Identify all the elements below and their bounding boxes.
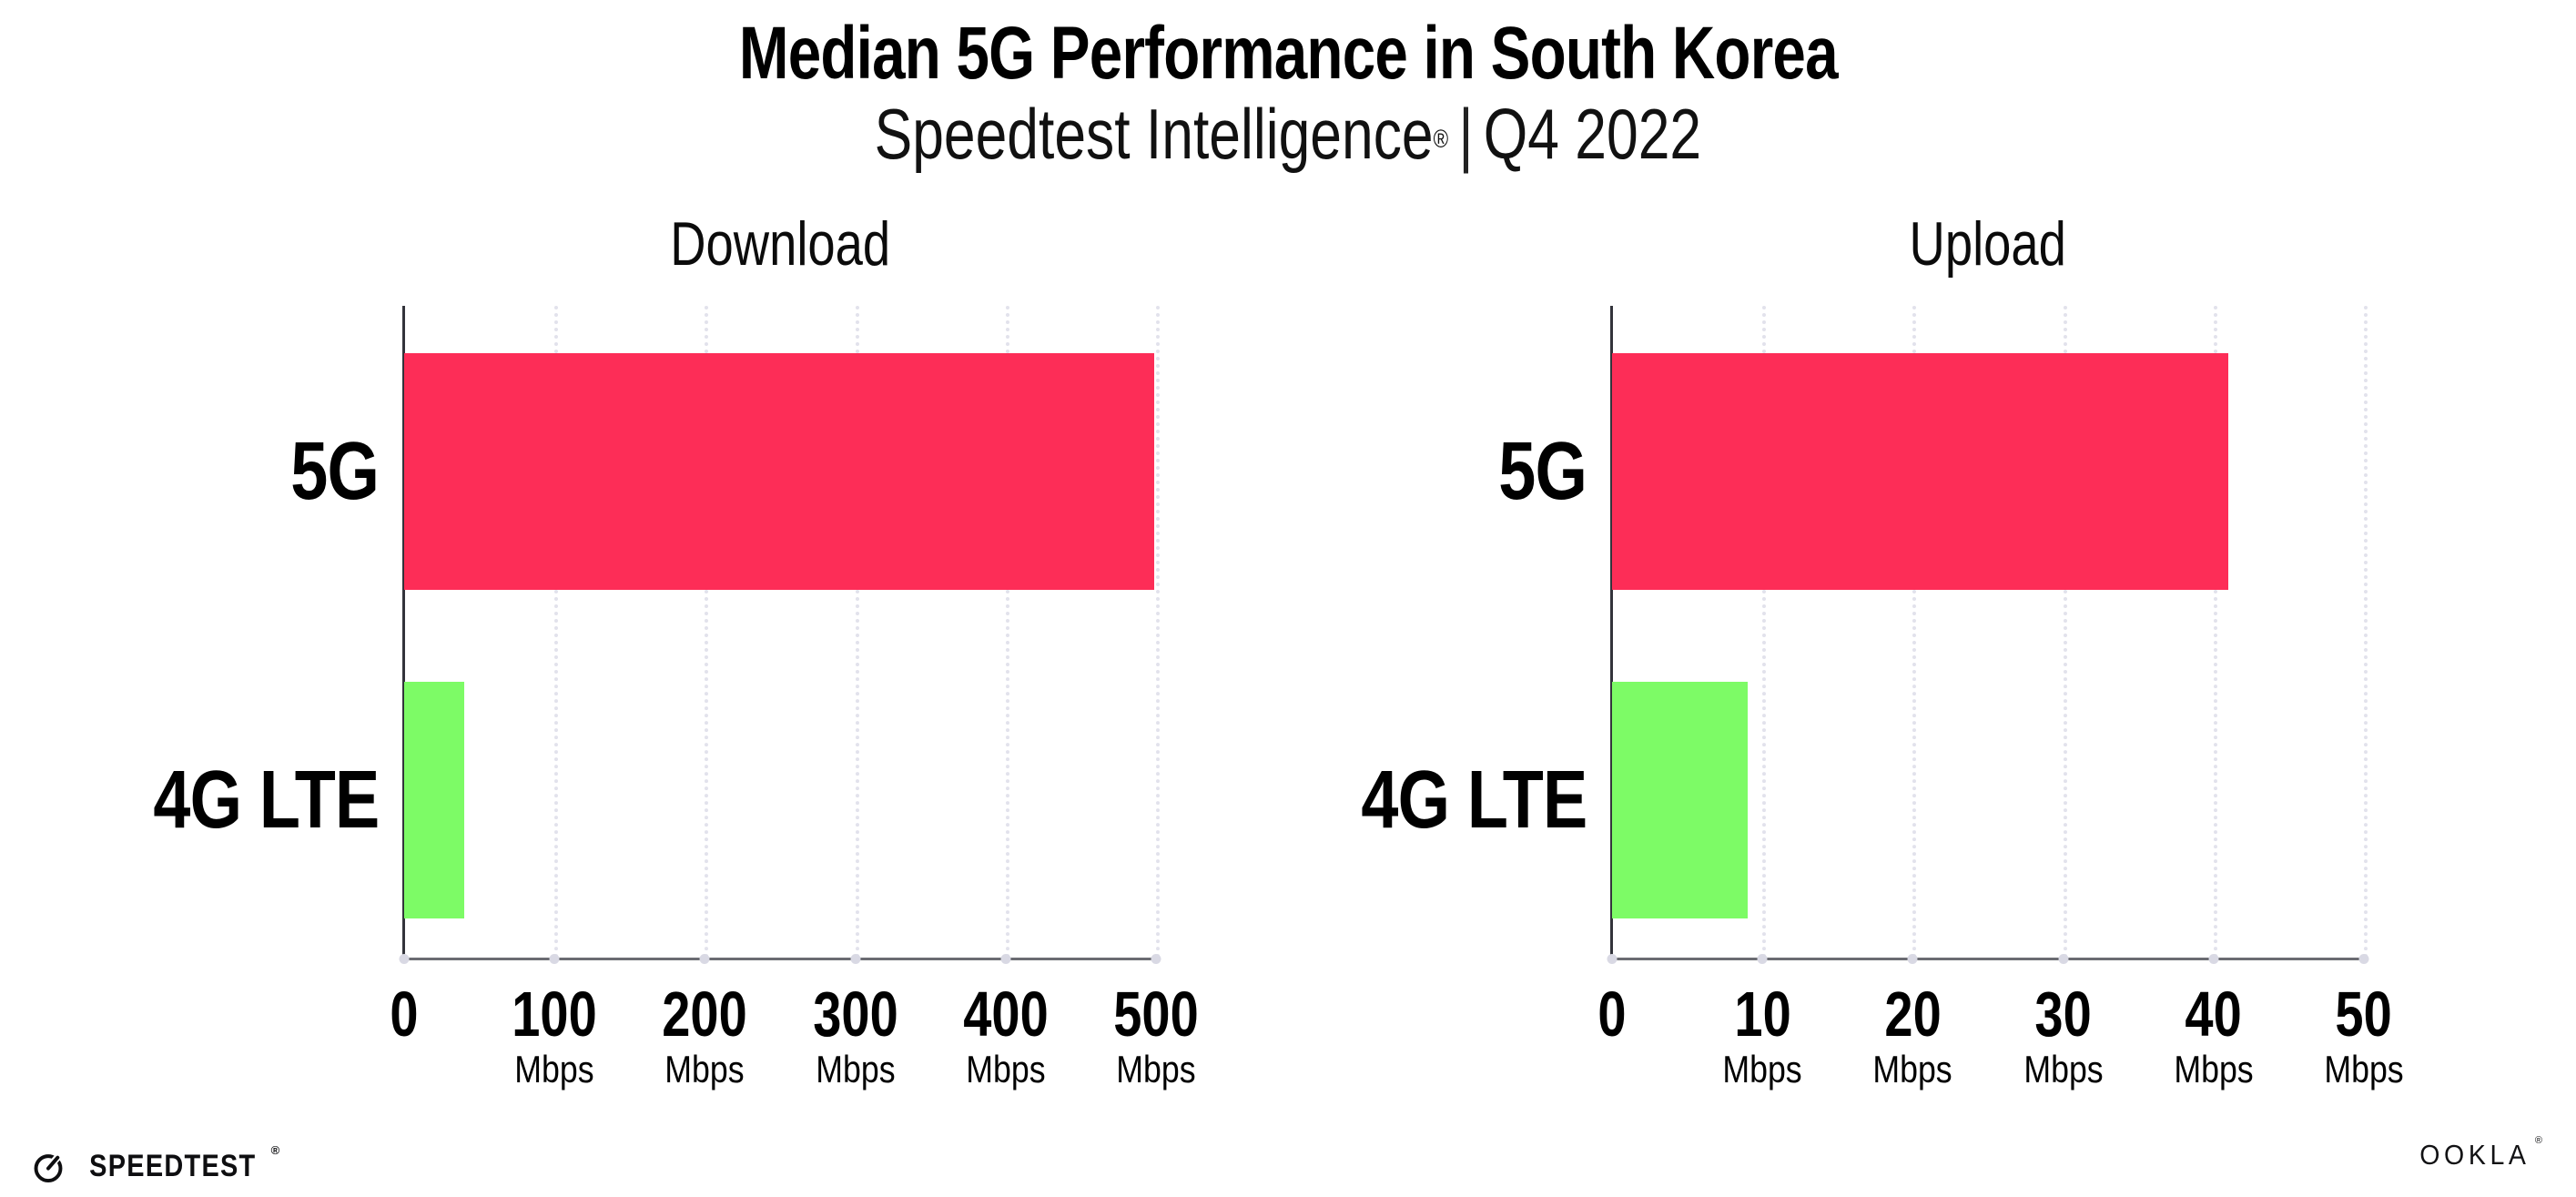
tick-dot-300 xyxy=(850,954,861,964)
tick-unit: Mbps xyxy=(1116,1048,1196,1090)
tick-dot-40 xyxy=(2208,954,2219,964)
tick-label-100: 100 Mbps xyxy=(502,981,608,1090)
tick-unit: Mbps xyxy=(1872,1048,1953,1090)
registered-mark-icon: ® xyxy=(1433,125,1449,153)
speedtest-wordmark: SPEEDTEST ® xyxy=(89,1143,281,1183)
y-axis xyxy=(1610,306,1613,959)
tick-unit: Mbps xyxy=(514,1048,594,1090)
gridline-30 xyxy=(2063,306,2067,959)
tick-label-20: 20 Mbps xyxy=(1866,981,1960,1090)
tick-number: 10 xyxy=(1734,979,1791,1050)
speedtest-logo: SPEEDTEST ® xyxy=(31,1143,281,1184)
tick-label-0: 0 xyxy=(387,981,422,1047)
tick-label-400: 400 Mbps xyxy=(952,981,1059,1090)
bar-5g-upload xyxy=(1612,353,2229,590)
tick-dot-400 xyxy=(1000,954,1011,964)
gridline-40 xyxy=(2213,306,2217,959)
gridline-50 xyxy=(2364,306,2368,959)
download-plot-area: 5G 4G LTE xyxy=(153,306,1161,964)
gridline-500 xyxy=(1156,306,1160,959)
tick-dot-10 xyxy=(1757,954,1768,964)
bar-4g-lte-upload xyxy=(1612,682,1748,918)
gridline-100 xyxy=(554,306,559,959)
tick-number: 50 xyxy=(2335,979,2393,1050)
tick-number: 300 xyxy=(812,979,898,1050)
x-axis xyxy=(402,958,1160,960)
tick-unit: Mbps xyxy=(2174,1048,2254,1090)
tick-label-40: 40 Mbps xyxy=(2166,981,2260,1090)
category-label-4g-lte: 4G LTE xyxy=(1361,754,1587,846)
tick-dot-200 xyxy=(699,954,710,964)
page-title-text: Median 5G Performance in South Korea xyxy=(738,12,1839,95)
tick-label-10: 10 Mbps xyxy=(1716,981,1810,1090)
ookla-registered-icon: ® xyxy=(2534,1135,2547,1146)
tick-label-0: 0 xyxy=(1595,981,1630,1047)
tick-number: 40 xyxy=(2185,979,2242,1050)
tick-number: 0 xyxy=(1597,979,1627,1050)
category-label-4g-lte: 4G LTE xyxy=(153,754,380,846)
y-axis xyxy=(402,306,405,959)
tick-unit: Mbps xyxy=(966,1048,1046,1090)
upload-x-axis-ticks: 0 10 Mbps 20 Mbps 30 Mbps 40 Mbps 50 Mbps xyxy=(1597,981,2403,1100)
category-label-5g: 5G xyxy=(290,425,380,517)
tick-unit: Mbps xyxy=(1722,1048,1802,1090)
gridline-400 xyxy=(1005,306,1009,959)
gridline-10 xyxy=(1762,306,1767,959)
bar-4g-lte-download xyxy=(404,682,465,918)
subtitle: Speedtest Intelligence® | Q4 2022 xyxy=(0,95,2576,173)
speedtest-gauge-icon xyxy=(34,1151,64,1182)
chart-title-upload: Upload xyxy=(1909,209,2067,279)
tick-unit: Mbps xyxy=(2023,1048,2104,1090)
chart-title-download: Download xyxy=(670,209,890,279)
tick-label-200: 200 Mbps xyxy=(652,981,758,1090)
upload-plot-area: 5G 4G LTE xyxy=(1361,306,2369,964)
tick-dot-100 xyxy=(549,954,560,964)
tick-label-50: 50 Mbps xyxy=(2317,981,2411,1090)
gridline-20 xyxy=(1912,306,1917,959)
tick-dot-0 xyxy=(399,954,410,964)
tick-dot-500 xyxy=(1151,954,1161,964)
tick-number: 400 xyxy=(963,979,1049,1050)
tick-number: 30 xyxy=(2034,979,2092,1050)
tick-dot-20 xyxy=(1907,954,1918,964)
tick-unit: Mbps xyxy=(2324,1048,2404,1090)
tick-label-30: 30 Mbps xyxy=(2016,981,2110,1090)
x-axis xyxy=(1610,958,2368,960)
tick-number: 0 xyxy=(390,979,419,1050)
ookla-logo: OOKLA ® xyxy=(2415,1135,2547,1172)
tick-dot-0 xyxy=(1607,954,1618,964)
tick-dot-50 xyxy=(2358,954,2369,964)
download-x-axis-ticks: 0 100 Mbps 200 Mbps 300 Mbps 400 Mbps 500 Mbps xyxy=(390,981,1198,1100)
header: Median 5G Performance in South Korea Spe… xyxy=(0,13,2576,174)
page-title: Median 5G Performance in South Korea xyxy=(0,13,2576,95)
subtitle-period: Q4 2022 xyxy=(1483,94,1702,174)
gridline-200 xyxy=(705,306,709,959)
subtitle-separator: | xyxy=(1458,94,1474,174)
tick-label-300: 300 Mbps xyxy=(802,981,908,1090)
speedtest-registered-icon: ® xyxy=(270,1143,281,1157)
tick-number: 500 xyxy=(1113,979,1199,1050)
tick-unit: Mbps xyxy=(815,1048,896,1090)
tick-number: 100 xyxy=(512,979,597,1050)
ookla-wordmark: OOKLA ® xyxy=(2419,1135,2547,1171)
gridline-300 xyxy=(855,306,859,959)
tick-number: 20 xyxy=(1884,979,1942,1050)
subtitle-brand: Speedtest Intelligence xyxy=(874,94,1434,174)
tick-number: 200 xyxy=(662,979,748,1050)
bar-5g-download xyxy=(404,353,1155,590)
category-label-5g: 5G xyxy=(1498,425,1587,517)
tick-unit: Mbps xyxy=(664,1048,745,1090)
tick-dot-30 xyxy=(2058,954,2069,964)
tick-label-500: 500 Mbps xyxy=(1103,981,1210,1090)
